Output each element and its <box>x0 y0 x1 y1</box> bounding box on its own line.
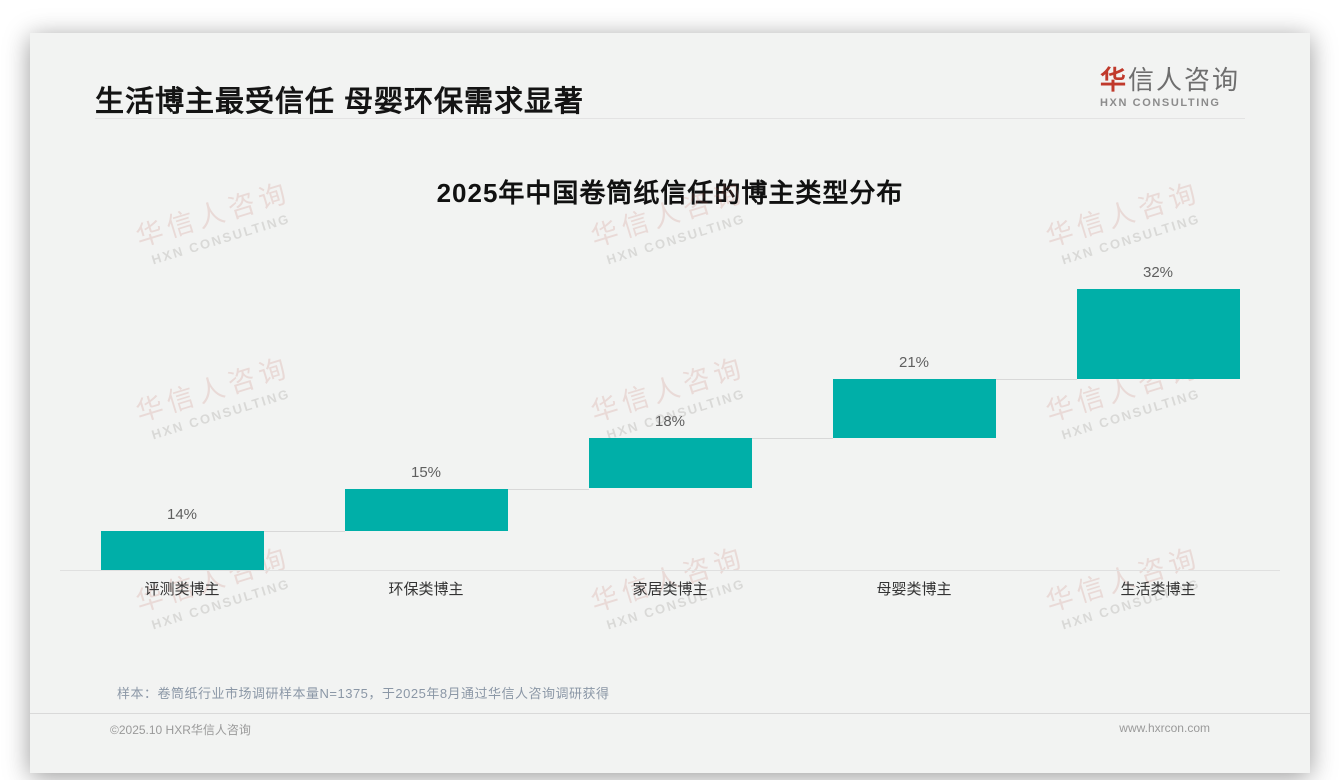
bar-1 <box>100 530 264 570</box>
connector-line <box>263 530 345 532</box>
logo-chinese-name: 华信人咨询 <box>1100 66 1240 95</box>
x-axis-label: 生活类博主 <box>1120 581 1196 598</box>
x-axis-label: 家居类博主 <box>632 581 708 598</box>
bar-2 <box>344 488 508 531</box>
bar-5 <box>1076 289 1240 379</box>
bar-value-label: 21% <box>898 353 930 371</box>
x-axis-label: 母婴类博主 <box>876 581 952 598</box>
report-card: 生活博主最受信任 母婴环保需求显著 华信人咨询 HXN CONSULTING 2… <box>30 33 1310 773</box>
x-axis-label: 评测类博主 <box>144 581 220 598</box>
chart-plot-area: 14% 评测类博主 15% 环保类博主 18% 家居类博主 21% 母婴类博主 32% 生活类博主 <box>30 33 1310 773</box>
logo-english-name: HXN CONSULTING <box>1099 96 1221 109</box>
footer-divider <box>30 713 1310 714</box>
x-axis-line <box>60 570 1280 571</box>
bar-4 <box>832 378 996 438</box>
connector-line <box>751 437 833 439</box>
connector-line <box>507 488 589 490</box>
connector-line <box>995 378 1077 380</box>
brand-logo: 华信人咨询 HXN CONSULTING <box>1100 66 1240 109</box>
bar-value-label: 32% <box>1142 264 1174 281</box>
header-divider <box>95 118 1245 119</box>
bar-3 <box>588 437 752 489</box>
logo-first-char: 华 <box>1099 65 1128 95</box>
chart-title: 2025年中国卷筒纸信任的博主类型分布 <box>436 178 904 208</box>
logo-rest-chars: 信人咨询 <box>1127 65 1240 95</box>
bar-value-label: 14% <box>166 505 198 523</box>
footer-website: www.hxrcon.com <box>1119 721 1210 735</box>
bar-value-label: 15% <box>410 463 442 481</box>
x-axis-label: 环保类博主 <box>388 581 464 598</box>
bar-value-label: 18% <box>654 412 686 430</box>
sample-note: 样本：卷筒纸行业市场调研样本量N=1375，于2025年8月通过华信人咨询调研获… <box>117 686 610 701</box>
page-title: 生活博主最受信任 母婴环保需求显著 <box>95 86 585 118</box>
footer-copyright: ©2025.10 HXR华信人咨询 <box>110 723 251 737</box>
